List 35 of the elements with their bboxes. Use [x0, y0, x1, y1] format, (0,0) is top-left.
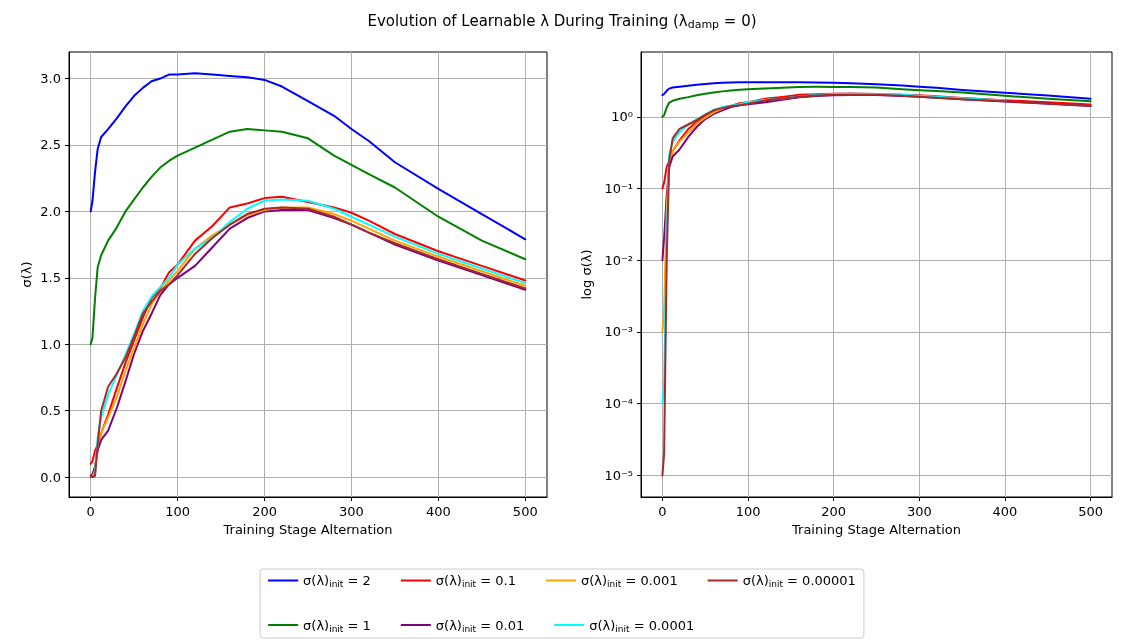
x-tick-label: 400: [425, 504, 451, 519]
x-axis-title: Training Stage Alternation: [222, 522, 393, 537]
x-axis-title: Training Stage Alternation: [791, 522, 961, 537]
y-tick-label: 1.5: [40, 270, 61, 286]
y-axis-title: σ(λ): [19, 261, 34, 288]
line-series: [89, 72, 527, 241]
line-series: [661, 85, 1092, 118]
y-axis-title: log σ(λ): [579, 249, 594, 300]
y-tick-label: 10⁻³: [604, 324, 633, 340]
y-tick-label: 2.0: [40, 203, 61, 219]
y-tick-label: 10⁻²: [604, 252, 633, 268]
x-tick-label: 500: [512, 504, 538, 519]
x-tick-label: 500: [1078, 504, 1103, 519]
x-tick-label: 200: [252, 504, 277, 519]
x-tick-label: 300: [339, 504, 364, 519]
line-series: [661, 81, 1092, 100]
x-tick-label: 200: [821, 504, 847, 519]
x-tick-label: 0: [86, 504, 95, 519]
line-series: [89, 128, 527, 346]
line-series: [661, 93, 1092, 477]
y-tick-label: 10⁻⁵: [604, 467, 633, 483]
y-tick-label: 0.0: [40, 469, 61, 485]
x-tick-label: 0: [658, 504, 667, 519]
y-tick-label: 2.5: [40, 137, 61, 153]
x-tick-label: 300: [906, 504, 932, 519]
x-tick-label: 100: [165, 504, 191, 519]
y-tick-label: 10⁻⁴: [604, 396, 633, 412]
x-tick-label: 400: [992, 504, 1018, 519]
x-tick-label: 100: [735, 504, 761, 519]
y-tick-label: 10⁻¹: [604, 181, 633, 196]
y-tick-label: 10⁰: [611, 109, 633, 125]
y-tick-label: 3.0: [40, 71, 61, 87]
line-series: [661, 107, 724, 333]
y-tick-label: 0.5: [40, 403, 61, 419]
y-tick-label: 1.0: [40, 336, 61, 352]
